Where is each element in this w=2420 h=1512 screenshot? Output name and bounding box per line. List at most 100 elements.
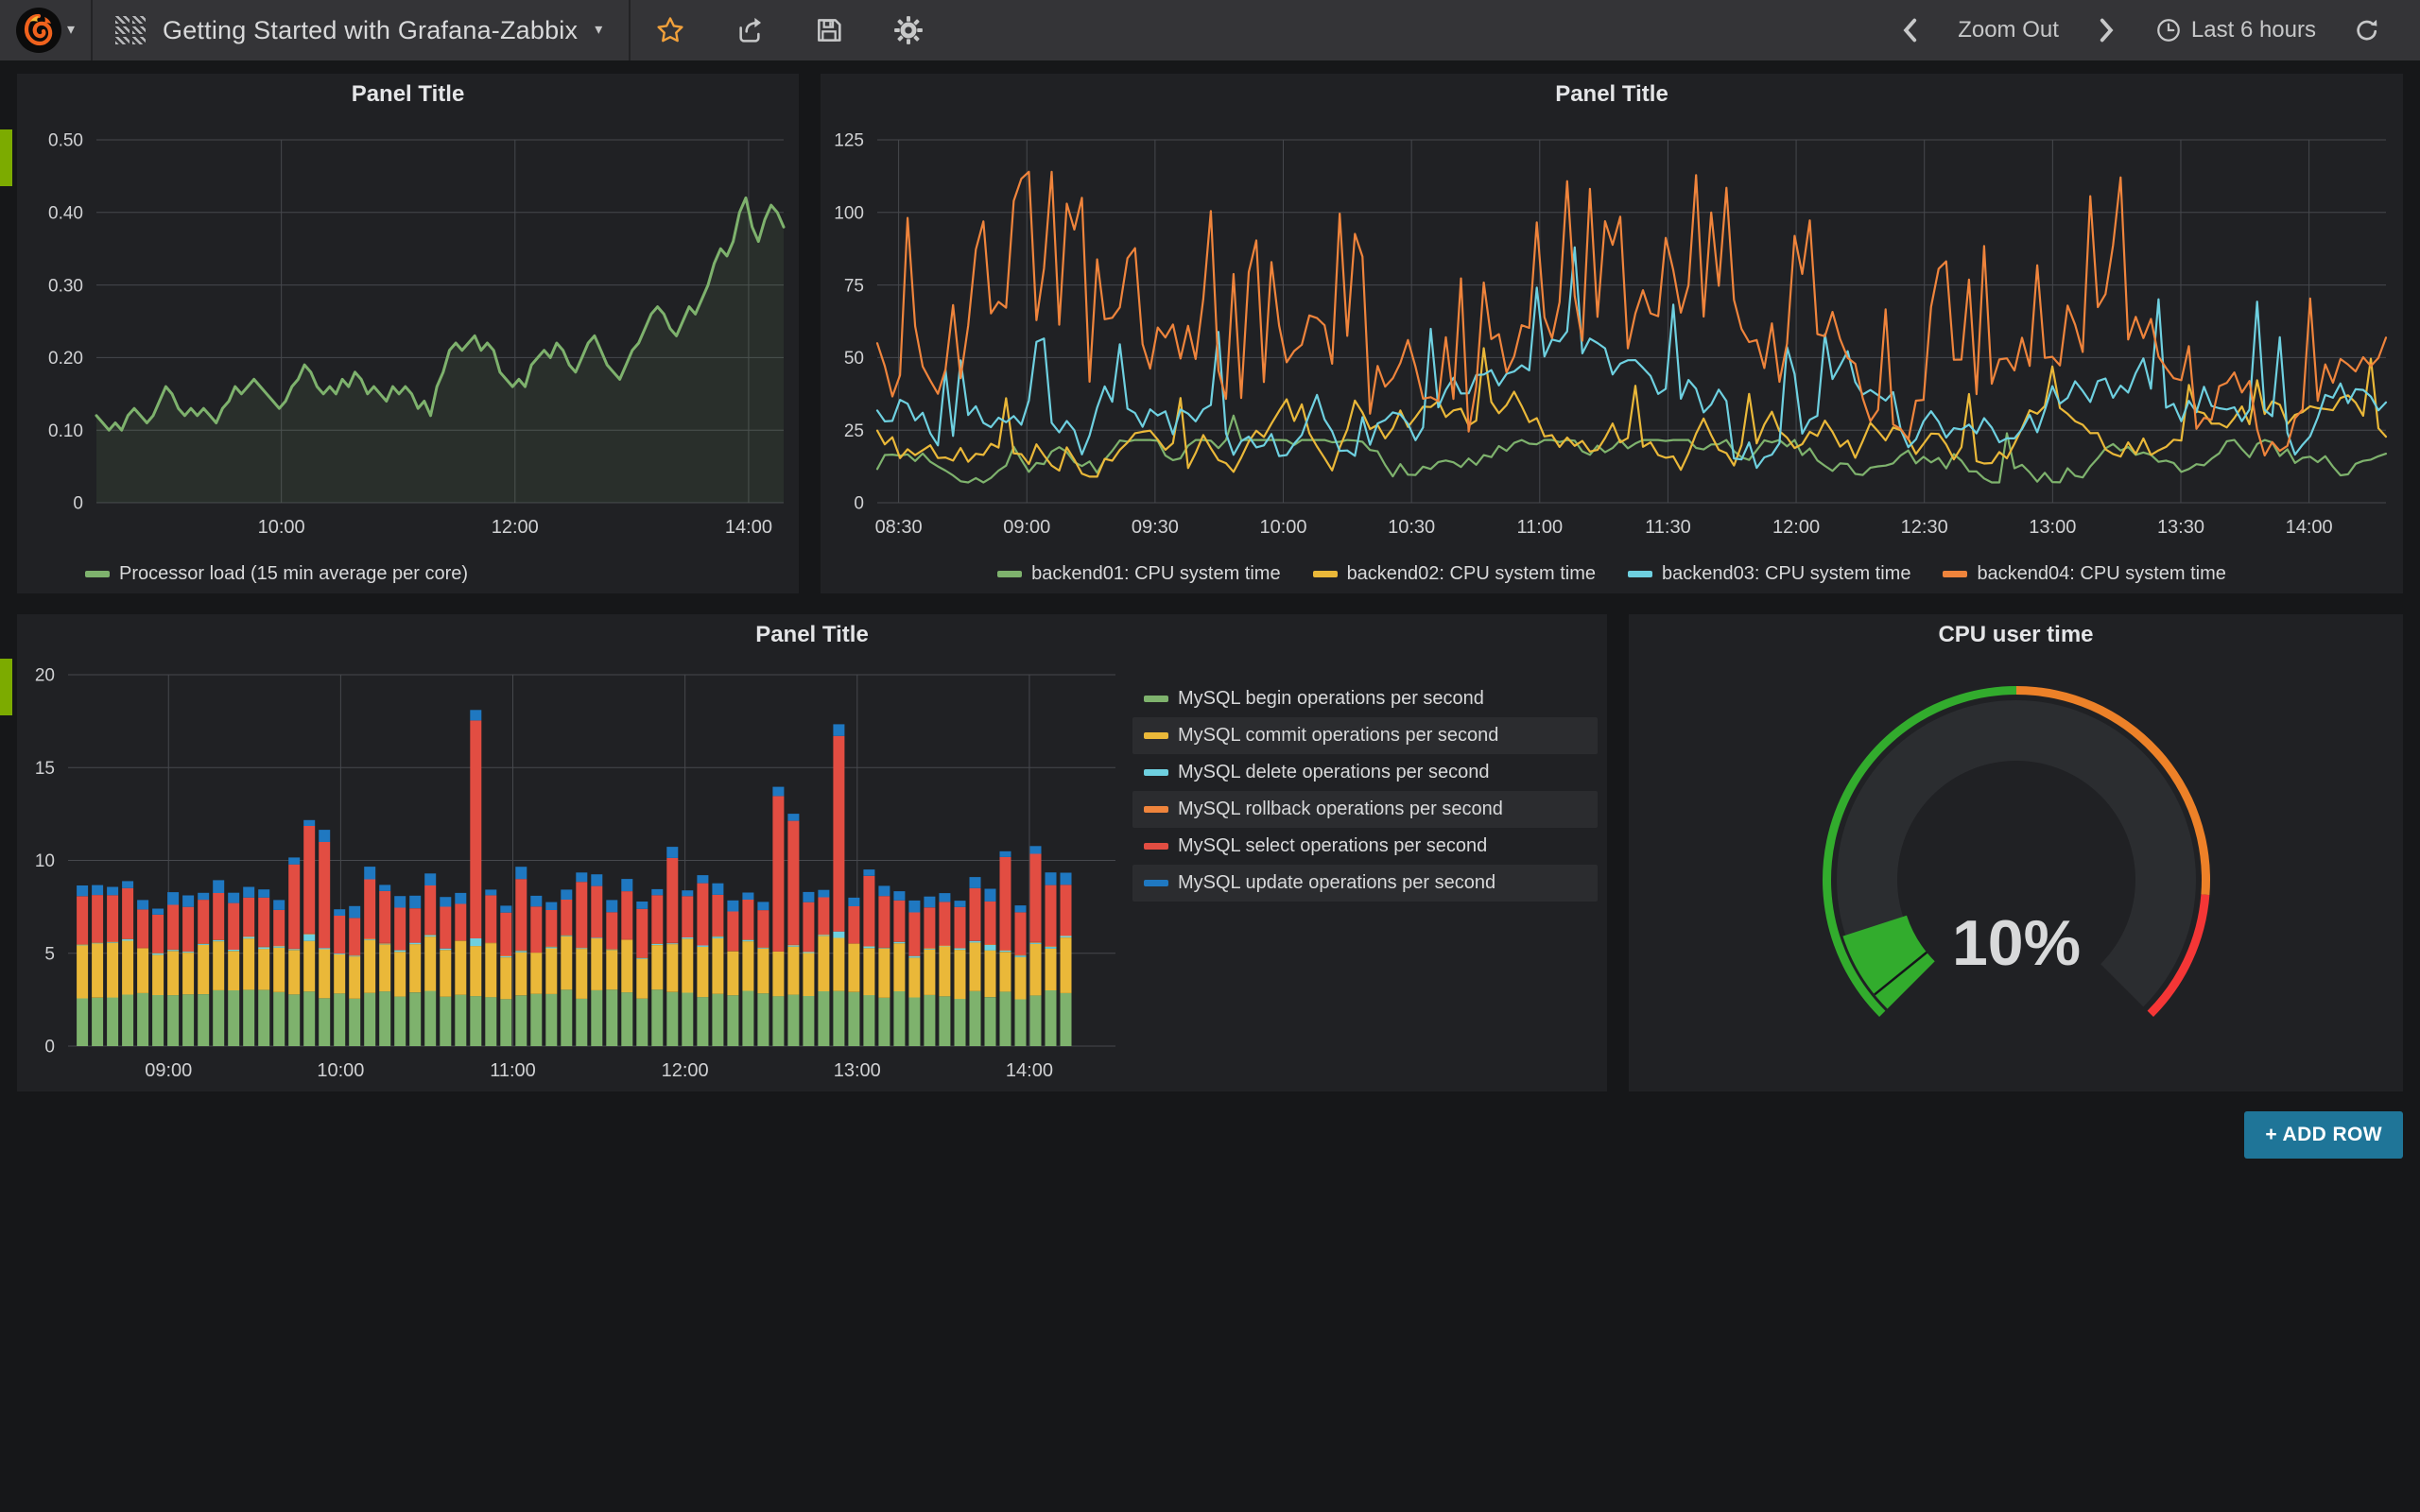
legend-color-dash: [85, 571, 110, 577]
legend-label: backend01: CPU system time: [1031, 563, 1280, 585]
svg-text:10:00: 10:00: [317, 1060, 364, 1081]
panel1-legend: Processor load (15 min average per core): [17, 549, 799, 598]
svg-text:13:00: 13:00: [2029, 517, 2076, 538]
legend-item[interactable]: MySQL rollback operations per second: [1132, 791, 1598, 828]
zoom-out-label: Zoom Out: [1958, 17, 2059, 43]
svg-text:11:30: 11:30: [1645, 517, 1691, 538]
save-icon: [814, 15, 844, 45]
svg-text:12:00: 12:00: [662, 1060, 709, 1081]
panel-cpu-user-time: CPU user time 10%: [1629, 614, 2403, 1091]
share-icon: [735, 15, 765, 45]
processor-load-line-chart[interactable]: 00.100.200.300.400.5010:0012:0014:00: [17, 115, 799, 544]
dashboard-title: Getting Started with Grafana-Zabbix: [163, 16, 578, 45]
legend-label: MySQL delete operations per second: [1178, 762, 1489, 783]
svg-text:09:30: 09:30: [1132, 517, 1179, 538]
star-icon: [655, 15, 685, 45]
legend-item[interactable]: MySQL update operations per second: [1132, 865, 1598, 902]
svg-text:0: 0: [854, 494, 864, 514]
panel-title[interactable]: Panel Title: [17, 74, 799, 115]
grafana-logo-icon: [16, 8, 61, 53]
row-toggle-tab[interactable]: [0, 129, 12, 186]
svg-text:0.40: 0.40: [48, 203, 83, 223]
svg-text:09:00: 09:00: [145, 1060, 192, 1081]
svg-text:13:30: 13:30: [2157, 517, 2204, 538]
legend-item[interactable]: backend04: CPU system time: [1943, 563, 2225, 585]
gear-icon: [892, 14, 925, 46]
svg-text:08:30: 08:30: [875, 517, 923, 538]
panel-title[interactable]: CPU user time: [1629, 614, 2403, 656]
svg-text:09:00: 09:00: [1003, 517, 1050, 538]
svg-text:0: 0: [73, 494, 83, 514]
svg-text:0.30: 0.30: [48, 276, 83, 296]
svg-text:14:00: 14:00: [2286, 517, 2333, 538]
legend-item[interactable]: MySQL select operations per second: [1132, 828, 1598, 865]
dashboard-picker[interactable]: Getting Started with Grafana-Zabbix ▾: [93, 0, 631, 60]
svg-text:0.10: 0.10: [48, 421, 83, 441]
svg-text:0.20: 0.20: [48, 349, 83, 369]
grafana-brand-menu[interactable]: ▾: [0, 0, 93, 60]
svg-text:14:00: 14:00: [1006, 1060, 1053, 1081]
settings-button[interactable]: [869, 0, 948, 60]
svg-text:12:00: 12:00: [492, 517, 539, 538]
legend-color-dash: [1943, 571, 1967, 577]
chevron-left-icon: [1899, 18, 1920, 43]
time-range-label: Last 6 hours: [2191, 17, 2316, 43]
legend-label: backend04: CPU system time: [1977, 563, 2225, 585]
time-controls: Zoom Out Last 6 hours: [1884, 0, 2420, 60]
svg-text:10:00: 10:00: [258, 517, 305, 538]
star-button[interactable]: [631, 0, 710, 60]
legend-item[interactable]: MySQL commit operations per second: [1132, 717, 1598, 754]
panel-title[interactable]: Panel Title: [17, 614, 1607, 656]
cpu-system-time-line-chart[interactable]: 025507510012508:3009:0009:3010:0010:3011…: [821, 115, 2403, 544]
add-row-button[interactable]: + ADD ROW: [2244, 1111, 2403, 1159]
panel2-legend: backend01: CPU system time backend02: CPU…: [821, 549, 2403, 598]
svg-text:0.50: 0.50: [48, 131, 83, 151]
svg-text:10:00: 10:00: [1259, 517, 1306, 538]
legend-label: MySQL rollback operations per second: [1178, 799, 1503, 820]
cpu-user-time-gauge[interactable]: 10%: [1685, 656, 2347, 1072]
legend-item[interactable]: backend02: CPU system time: [1313, 563, 1596, 585]
time-shift-forward-button[interactable]: [2082, 0, 2133, 60]
svg-text:25: 25: [844, 421, 864, 441]
legend-color-dash: [1144, 732, 1168, 739]
panel3-legend: MySQL begin operations per secondMySQL c…: [1132, 656, 1598, 1091]
clock-icon: [2155, 17, 2182, 43]
zoom-out-button[interactable]: Zoom Out: [1943, 0, 2074, 60]
panel-mysql-operations: Panel Title 0510152009:0010:0011:0012:00…: [17, 614, 1607, 1091]
time-shift-back-button[interactable]: [1884, 0, 1935, 60]
svg-text:15: 15: [35, 759, 55, 779]
svg-text:5: 5: [44, 944, 55, 964]
panel-cpu-system-time: Panel Title 025507510012508:3009:0009:30…: [821, 74, 2403, 593]
svg-text:100: 100: [834, 203, 864, 223]
dashboard-actions: [631, 0, 948, 60]
legend-color-dash: [1144, 880, 1168, 886]
refresh-button[interactable]: [2339, 0, 2395, 60]
legend-label: MySQL update operations per second: [1178, 872, 1495, 894]
svg-text:12:00: 12:00: [1772, 517, 1820, 538]
legend-color-dash: [1144, 769, 1168, 776]
legend-item[interactable]: Processor load (15 min average per core): [85, 563, 468, 585]
mysql-operations-bar-chart[interactable]: 0510152009:0010:0011:0012:0013:0014:00: [17, 656, 1132, 1091]
row-toggle-tab[interactable]: [0, 659, 12, 715]
navbar-spacer: [948, 0, 1884, 60]
svg-text:0: 0: [44, 1038, 55, 1057]
legend-label: Processor load (15 min average per core): [119, 563, 468, 585]
share-button[interactable]: [710, 0, 789, 60]
panel-title[interactable]: Panel Title: [821, 74, 2403, 115]
brand-caret-icon: ▾: [67, 23, 75, 38]
legend-item[interactable]: backend01: CPU system time: [997, 563, 1280, 585]
legend-item[interactable]: backend03: CPU system time: [1628, 563, 1910, 585]
legend-item[interactable]: MySQL delete operations per second: [1132, 754, 1598, 791]
time-range-picker[interactable]: Last 6 hours: [2140, 0, 2331, 60]
navbar: ▾ Getting Started with Grafana-Zabbix ▾: [0, 0, 2420, 60]
legend-item[interactable]: MySQL begin operations per second: [1132, 680, 1598, 717]
svg-text:20: 20: [35, 666, 55, 686]
legend-label: backend03: CPU system time: [1662, 563, 1910, 585]
save-button[interactable]: [789, 0, 869, 60]
legend-label: MySQL select operations per second: [1178, 835, 1487, 857]
svg-text:10: 10: [35, 851, 55, 871]
svg-text:10:30: 10:30: [1388, 517, 1435, 538]
svg-text:50: 50: [844, 349, 864, 369]
legend-color-dash: [1313, 571, 1338, 577]
panel-processor-load: Panel Title 0 0.10 0.20 0.30 0.40 0.50 10:00 12…: [17, 74, 799, 593]
